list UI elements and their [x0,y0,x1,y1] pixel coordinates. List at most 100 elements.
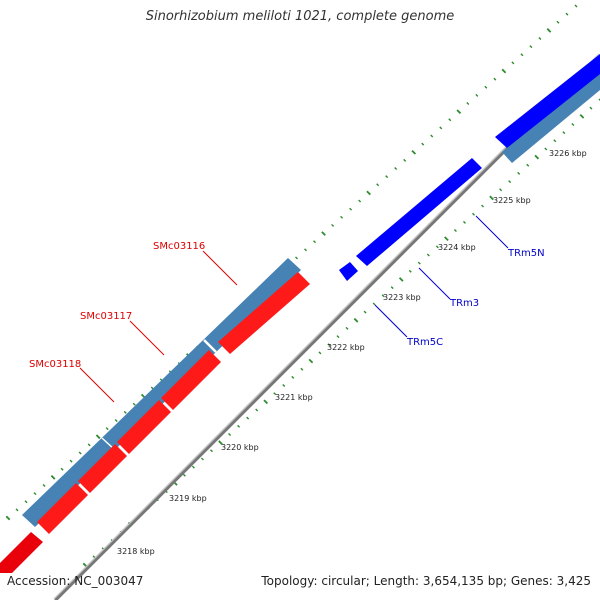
tick-dot [529,45,533,49]
accession-text: Accession: NC_003047 [7,574,144,588]
tick-dot [200,457,204,461]
tick-dot [182,473,186,477]
tick-dot [381,294,385,298]
tick-dot [408,269,412,273]
tick-dot [439,126,443,130]
gene-label-reverse[interactable]: SMc03116 [153,241,205,252]
tick-dot [24,500,28,504]
tick-dot [42,484,46,487]
tick-dot [589,106,593,110]
tick-dot [456,109,462,114]
tick-dot [327,343,331,347]
tick-dot [520,53,524,57]
cds-bar[interactable] [22,258,301,527]
cds-bar[interactable] [502,74,600,163]
tick-dot [526,163,530,167]
tick-dot [50,475,56,480]
tick-dot [579,113,585,119]
gene-arrow-forward[interactable] [495,54,600,148]
tick-dot [403,158,407,162]
tick-dot [472,212,475,216]
tick-dot [300,367,304,371]
genome-summary-text: Topology: circular; Length: 3,654,135 bp… [261,574,591,588]
tick-dot [282,384,286,388]
tick-dot [565,12,569,16]
tick-dot [462,220,466,224]
tick-dot [228,432,232,436]
tick-dot [318,351,322,355]
scale-label: 3219 kbp [169,494,207,503]
tick-dot [295,256,298,260]
tick-dot [430,134,434,138]
tick-dot [475,93,479,97]
tick-dot [78,451,82,455]
tick-dot [598,98,600,101]
tick-dot [444,236,449,242]
tick-dot [411,149,417,155]
gene-label-reverse[interactable]: SMc03117 [80,311,132,322]
tick-dot [331,223,335,227]
tick-dot [114,418,118,422]
gene-labels: TRm5N TRm3 TRm5C SMc03116 SMc03117 SMc03… [29,241,545,370]
gene-arrow-reverse[interactable] [161,350,221,410]
tick-dot [15,508,19,512]
gene-label-forward[interactable]: TRm5N [507,248,545,259]
tick-dot [353,317,359,323]
tick-dot [304,248,308,252]
scale-label: 3226 kbp [549,149,587,158]
gene-arrow-forward[interactable] [339,262,358,281]
tick-dot [421,142,425,146]
tick-dot [273,392,277,396]
map-title: Sinorhizobium meliloti 1021, complete ge… [145,9,455,24]
scale-label: 3218 kbp [117,547,155,556]
tick-dot [481,204,485,208]
gene-label-forward[interactable]: TRm5C [406,337,443,348]
scale-labels: 3218 kbp 3219 kbp 3220 kbp 3221 kbp 3222… [117,149,587,556]
tick-dot [191,465,195,469]
tick-dot [363,310,367,314]
tick-dot [511,61,515,65]
tick-dot [255,408,259,412]
tick-dot [390,286,394,290]
tick-dot [376,183,380,187]
tick-dot [546,28,552,33]
tick-dot [534,154,540,160]
tick-dot [123,410,127,414]
gene-arrow-reverse[interactable] [0,532,43,573]
tick-dot [508,180,512,184]
tick-dot [466,102,470,106]
tick-dot [210,449,213,453]
gene-arrow-reverse[interactable] [78,444,127,493]
scale-label: 3220 kbp [221,443,259,452]
gene-arrow-reverse[interactable] [117,400,171,454]
tick-dot [553,139,557,143]
reverse-strand-features [0,258,310,573]
gene-label-forward[interactable]: TRm3 [449,298,479,309]
tick-dot [105,427,109,431]
tick-dot [218,440,223,445]
tick-dot [538,37,542,40]
tick-dot [426,253,430,257]
gene-arrow-reverse[interactable] [37,483,88,534]
tick-dot [321,231,326,236]
scale-label: 3224 kbp [438,243,476,252]
scale-label: 3223 kbp [383,293,421,302]
tick-dot [517,171,521,175]
scale-label: 3225 kbp [493,196,531,205]
tick-dot [291,375,295,379]
gene-arrow-reverse[interactable] [218,272,310,354]
gene-label-reverse[interactable]: SMc03118 [29,359,81,370]
tick-dot [336,335,340,339]
label-connectors [79,215,509,403]
gene-arrow-forward[interactable] [356,158,482,266]
tick-dot [372,302,376,306]
tick-dot [237,424,241,428]
tick-dot [394,167,398,171]
tick-dot [349,207,353,211]
tick-dot [5,515,11,521]
tick-dot [340,215,344,219]
tick-dot [574,4,578,8]
tick-dot [308,358,314,364]
tick-dot [489,195,494,201]
tick-dot [87,443,91,447]
